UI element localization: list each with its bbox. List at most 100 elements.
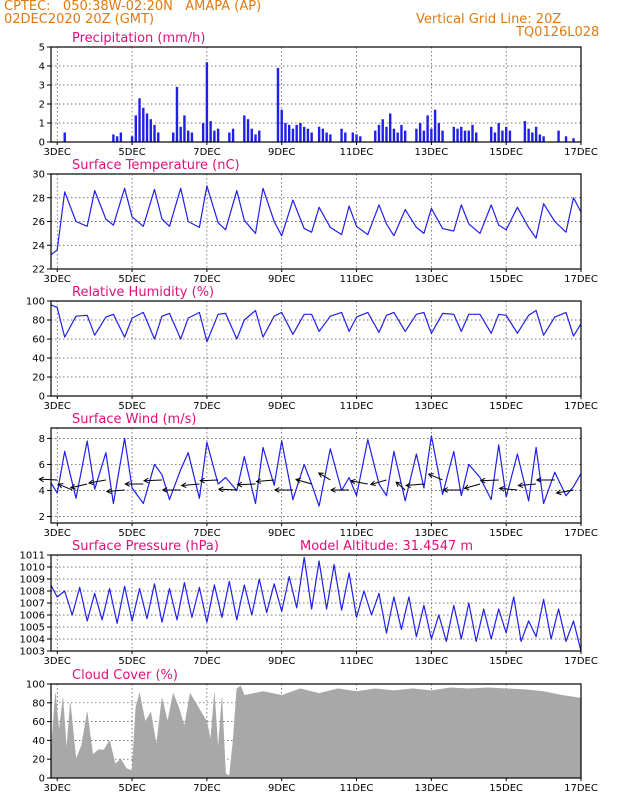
x-tick-label: 11DEC	[340, 528, 374, 539]
wind-arrow-head	[255, 478, 262, 484]
x-tick-label: 9DEC	[268, 528, 295, 539]
x-tick-label: 3DEC	[44, 656, 71, 667]
precip-bar	[475, 132, 478, 142]
rh-panel: 0 20 40 60 80 100 3DEC 5DEC 7DEC 9DEC 11DEC 13DEC 15…	[26, 285, 598, 412]
x-tick-label: 7DEC	[193, 528, 220, 539]
wind-arrow	[480, 479, 499, 482]
wind-arrow-head	[199, 477, 205, 484]
precip-bar	[306, 128, 310, 142]
wind-arrow	[350, 480, 368, 485]
precip-bar	[258, 130, 261, 142]
x-tick-label: 15DEC	[489, 401, 523, 412]
wind-arrow-head	[105, 488, 112, 494]
precip-bar	[497, 123, 500, 142]
x-tick-label: 9DEC	[268, 401, 295, 412]
y-tick-label: 1006	[20, 611, 45, 622]
wind-frame	[50, 427, 582, 524]
y-tick-label: 0	[39, 392, 45, 403]
x-tick-label: 3DEC	[44, 401, 71, 412]
precip-panel: 0 1 2 3 4 5 3DEC 5DEC 7DEC 9DEC 11DEC 13DEC 15DEC 17D…	[39, 31, 598, 158]
y-tick-label: 1005	[20, 623, 45, 634]
x-tick-label: 11DEC	[340, 401, 374, 412]
precip-bar	[63, 132, 66, 142]
x-tick-label: 7DEC	[193, 274, 220, 285]
precip-bar	[190, 132, 194, 142]
y-tick-label: 4	[39, 62, 45, 73]
precip-bar	[400, 124, 403, 142]
precip-bar	[115, 136, 119, 142]
y-tick-label: 1007	[20, 599, 45, 610]
y-tick-label: 80	[32, 316, 45, 327]
y-tick-label: 1008	[20, 587, 45, 598]
precip-bar	[213, 130, 216, 142]
precip-bar	[157, 132, 160, 142]
precip-bar	[534, 126, 538, 142]
model-code: TQ0126L028	[516, 25, 600, 40]
precip-bar	[418, 123, 422, 142]
wind-arrow	[256, 479, 275, 483]
precip-bar	[310, 132, 313, 142]
precip-bar	[527, 128, 530, 142]
wind-panel: 2 4 6 8 3DEC 5DEC 7DEC 9DEC 11DEC 13DEC 15DEC 17DEC…	[38, 412, 598, 539]
wind-arrow	[181, 483, 200, 487]
y-tick-label: 80	[32, 698, 45, 709]
y-tick-label: 1010	[20, 563, 45, 574]
wind-arrow-head	[555, 489, 562, 496]
y-tick-label: 0	[39, 138, 45, 149]
precip-title: Precipitation (mm/h)	[72, 31, 205, 46]
wind-arrow	[499, 487, 518, 491]
precip-bar	[572, 138, 575, 142]
precip-bar	[493, 132, 497, 142]
x-tick-label: 9DEC	[268, 656, 295, 667]
precip-bar	[186, 130, 190, 142]
precip-bar	[130, 136, 134, 142]
y-tick-label: 3	[39, 81, 45, 92]
wind-arrow	[237, 483, 256, 486]
y-tick-label: 4	[39, 486, 45, 497]
wind-arrow-head	[442, 487, 448, 493]
precip-bar	[216, 128, 220, 142]
x-tick-label: 7DEC	[193, 783, 220, 794]
x-tick-label: 17DEC	[564, 656, 598, 667]
precip-bar	[183, 115, 186, 142]
y-tick-label: 40	[32, 736, 45, 747]
x-tick-label: 17DEC	[564, 528, 598, 539]
run-date-header: 02DEC2020 20Z (GMT)	[4, 12, 155, 27]
x-tick-label: 13DEC	[414, 147, 448, 158]
x-tick-label: 13DEC	[414, 528, 448, 539]
precip-bar	[243, 115, 246, 142]
x-tick-label: 9DEC	[268, 147, 295, 158]
cloud-title: Cloud Cover (%)	[72, 668, 178, 683]
x-tick-label: 7DEC	[193, 656, 220, 667]
x-tick-label: 11DEC	[340, 656, 374, 667]
y-tick-label: 2	[39, 512, 45, 523]
wind-arrow	[370, 479, 387, 485]
precip-bar	[542, 136, 545, 142]
x-tick-label: 11DEC	[340, 274, 374, 285]
wind-arrow-head	[273, 487, 280, 493]
precip-bar	[467, 130, 470, 142]
y-tick-label: 1009	[20, 575, 45, 586]
wind-arrow	[70, 483, 88, 489]
precip-bar	[452, 126, 456, 142]
precip-bar	[138, 98, 141, 142]
x-tick-label: 15DEC	[489, 656, 523, 667]
x-tick-label: 3DEC	[44, 528, 71, 539]
y-tick-label: 5	[39, 43, 45, 54]
x-tick-label: 9DEC	[268, 274, 295, 285]
precip-bar	[426, 115, 429, 142]
x-tick-label: 15DEC	[489, 147, 523, 158]
pres-line	[50, 556, 582, 652]
precip-bar	[112, 134, 115, 142]
y-tick-label: 20	[32, 755, 45, 766]
precip-bar	[490, 126, 493, 142]
wind-arrow-head	[395, 481, 402, 488]
y-tick-label: 0	[39, 774, 45, 785]
precip-bar	[504, 126, 508, 142]
precip-bar	[175, 86, 179, 142]
x-tick-label: 9DEC	[268, 783, 295, 794]
wind-arrow-head	[57, 483, 64, 489]
wind-arrow	[144, 479, 163, 482]
wind-arrow-head	[236, 481, 243, 488]
